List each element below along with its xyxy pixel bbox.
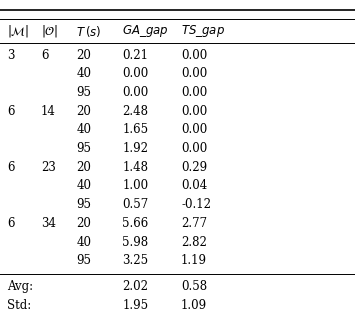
Text: 40: 40 <box>76 123 91 136</box>
Text: $|\mathcal{M}|$: $|\mathcal{M}|$ <box>7 23 29 39</box>
Text: 0.00: 0.00 <box>181 142 207 155</box>
Text: 1.92: 1.92 <box>122 142 148 155</box>
Text: 1.48: 1.48 <box>122 161 148 174</box>
Text: Std:: Std: <box>7 299 31 310</box>
Text: 1.65: 1.65 <box>122 123 149 136</box>
Text: 14: 14 <box>41 105 56 118</box>
Text: 1.00: 1.00 <box>122 179 149 193</box>
Text: 95: 95 <box>76 198 91 211</box>
Text: $T\,(s)$: $T\,(s)$ <box>76 24 102 39</box>
Text: 6: 6 <box>7 161 15 174</box>
Text: 5.98: 5.98 <box>122 236 149 249</box>
Text: $TS\_gap$: $TS\_gap$ <box>181 23 225 39</box>
Text: 6: 6 <box>41 49 48 62</box>
Text: 0.00: 0.00 <box>181 86 207 99</box>
Text: 0.04: 0.04 <box>181 179 207 193</box>
Text: 95: 95 <box>76 254 91 267</box>
Text: 6: 6 <box>7 217 15 230</box>
Text: 1.19: 1.19 <box>181 254 207 267</box>
Text: 0.00: 0.00 <box>181 67 207 80</box>
Text: 40: 40 <box>76 179 91 193</box>
Text: 0.29: 0.29 <box>181 161 207 174</box>
Text: 2.77: 2.77 <box>181 217 207 230</box>
Text: 0.00: 0.00 <box>181 123 207 136</box>
Text: 1.95: 1.95 <box>122 299 149 310</box>
Text: -0.12: -0.12 <box>181 198 211 211</box>
Text: 3.25: 3.25 <box>122 254 149 267</box>
Text: 1.09: 1.09 <box>181 299 207 310</box>
Text: 95: 95 <box>76 86 91 99</box>
Text: $GA\_gap$: $GA\_gap$ <box>122 23 169 39</box>
Text: 0.57: 0.57 <box>122 198 149 211</box>
Text: $|\mathcal{O}|$: $|\mathcal{O}|$ <box>41 23 58 39</box>
Text: 40: 40 <box>76 236 91 249</box>
Text: 20: 20 <box>76 105 91 118</box>
Text: 0.00: 0.00 <box>122 86 149 99</box>
Text: 0.21: 0.21 <box>122 49 148 62</box>
Text: 3: 3 <box>7 49 15 62</box>
Text: 6: 6 <box>7 105 15 118</box>
Text: Avg:: Avg: <box>7 280 33 293</box>
Text: 34: 34 <box>41 217 56 230</box>
Text: 0.58: 0.58 <box>181 280 207 293</box>
Text: 20: 20 <box>76 161 91 174</box>
Text: 20: 20 <box>76 49 91 62</box>
Text: 5.66: 5.66 <box>122 217 149 230</box>
Text: 20: 20 <box>76 217 91 230</box>
Text: 40: 40 <box>76 67 91 80</box>
Text: 0.00: 0.00 <box>181 105 207 118</box>
Text: 0.00: 0.00 <box>181 49 207 62</box>
Text: 2.82: 2.82 <box>181 236 207 249</box>
Text: 2.48: 2.48 <box>122 105 148 118</box>
Text: 23: 23 <box>41 161 56 174</box>
Text: 95: 95 <box>76 142 91 155</box>
Text: 0.00: 0.00 <box>122 67 149 80</box>
Text: 2.02: 2.02 <box>122 280 148 293</box>
